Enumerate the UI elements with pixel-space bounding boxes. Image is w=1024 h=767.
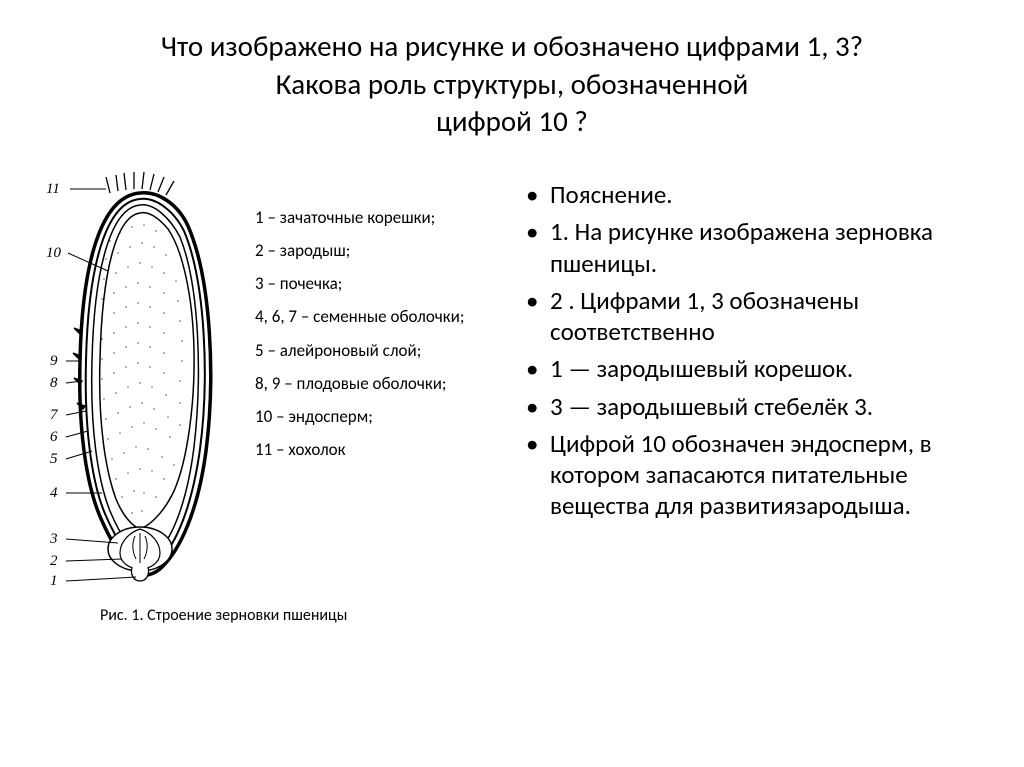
pointer-11: 11: [46, 181, 60, 197]
legend-item: 3 – почечка;: [255, 267, 464, 300]
explanation-item: 1 — зародышевый корешок.: [550, 353, 984, 384]
grain-diagram: 11 10 9 8 7 6: [40, 171, 250, 591]
pointer-8: 8: [50, 375, 58, 391]
legend-item: 5 – алейроновый слой;: [255, 334, 464, 367]
content-row: 11 10 9 8 7 6: [40, 171, 984, 625]
title-line-1: Что изображено на рисунке и обозначено ц…: [161, 28, 863, 64]
explanation-item: Пояснение.: [550, 179, 984, 210]
pointer-9: 9: [50, 353, 58, 369]
legend-item: 2 – зародыш;: [255, 234, 464, 267]
explanation-column: Пояснение. 1. На рисунке изображена зерн…: [520, 171, 984, 625]
pointer-10: 10: [46, 245, 62, 261]
explanation-item: 2 . Цифрами 1, 3 обозначены соответствен…: [550, 285, 984, 348]
explanation-item: 1. На рисунке изображена зерновка пшениц…: [550, 216, 984, 279]
diagram-legend: 1 – зачаточные корешки; 2 – зародыш; 3 –…: [250, 171, 464, 466]
diagram-area: 11 10 9 8 7 6: [40, 171, 500, 591]
legend-item: 10 – эндосперм;: [255, 400, 464, 433]
pointer-7: 7: [50, 407, 59, 423]
legend-item: 4, 6, 7 – семенные оболочки;: [255, 300, 464, 333]
pointer-4: 4: [50, 485, 58, 501]
slide-title: Что изображено на рисунке и обозначено ц…: [40, 28, 984, 141]
explanation-item: Цифрой 10 обозначен эндосперм, в котором…: [550, 428, 984, 522]
pointer-6: 6: [50, 429, 58, 445]
pointer-3: 3: [49, 531, 58, 547]
legend-item: 11 – хохолок: [255, 433, 464, 466]
explanation-item: 3 — зародышевый стебелёк 3.: [550, 391, 984, 422]
pointer-1: 1: [50, 573, 58, 589]
title-line-3: цифрой 10 ?: [436, 103, 588, 139]
diagram-caption: Рис. 1. Строение зерновки пшеницы: [40, 606, 500, 625]
title-line-2: Какова роль структуры, обозначенной: [276, 66, 749, 102]
explanation-list: Пояснение. 1. На рисунке изображена зерн…: [520, 179, 984, 522]
diagram-column: 11 10 9 8 7 6: [40, 171, 500, 625]
pointer-2: 2: [50, 553, 58, 569]
legend-item: 8, 9 – плодовые оболочки;: [255, 367, 464, 400]
pointer-5: 5: [50, 451, 58, 467]
legend-item: 1 – зачаточные корешки;: [255, 201, 464, 234]
